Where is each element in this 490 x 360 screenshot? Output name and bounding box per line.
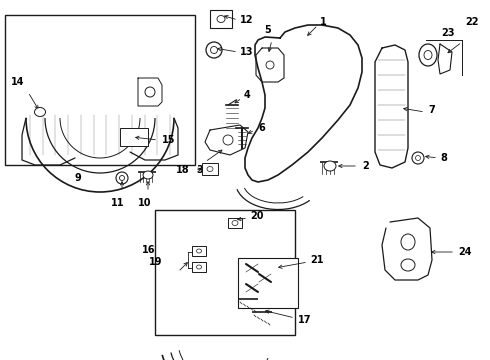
Bar [155,210,295,335]
Text: 16: 16 [142,245,155,255]
Bar [192,262,206,272]
Ellipse shape [266,61,274,69]
Ellipse shape [324,161,336,171]
Text: 10: 10 [138,198,152,208]
Text: 24: 24 [458,247,471,257]
Text: 6: 6 [258,123,265,133]
Text: 8: 8 [440,153,447,163]
Text: 3: 3 [196,165,203,175]
Text: 21: 21 [310,255,323,265]
Text: 5: 5 [265,25,271,35]
Bar [192,246,206,256]
Text: 9: 9 [74,173,81,183]
Text: 15: 15 [162,135,175,145]
Text: 1: 1 [320,17,327,27]
Ellipse shape [196,249,201,253]
Text: 2: 2 [362,161,369,171]
Ellipse shape [206,42,222,58]
Text: 14: 14 [11,77,25,87]
Text: 18: 18 [176,165,190,175]
Ellipse shape [196,265,201,269]
Text: 13: 13 [240,47,253,57]
Text: 23: 23 [441,28,455,38]
Text: 20: 20 [250,211,264,221]
Text: 4: 4 [244,90,251,100]
Ellipse shape [116,172,128,184]
Ellipse shape [424,50,432,59]
Ellipse shape [34,108,46,117]
Bar [120,128,148,146]
Ellipse shape [207,166,213,171]
Text: 7: 7 [428,105,435,115]
Ellipse shape [401,259,415,271]
Ellipse shape [419,44,437,66]
Bar [238,258,298,308]
Bar [5,15,195,165]
Text: 22: 22 [465,17,479,27]
Ellipse shape [401,234,415,250]
Ellipse shape [232,220,238,225]
Ellipse shape [143,171,153,179]
Ellipse shape [217,15,225,22]
Ellipse shape [412,152,424,164]
Bar [210,10,232,28]
Ellipse shape [416,156,420,161]
Ellipse shape [211,46,218,54]
Text: 17: 17 [298,315,312,325]
Bar [202,163,218,175]
Ellipse shape [120,175,124,180]
Text: 19: 19 [148,257,162,267]
Text: 11: 11 [111,198,125,208]
Bar [228,218,242,228]
Ellipse shape [145,87,155,97]
Ellipse shape [223,135,233,145]
Text: 12: 12 [240,15,253,25]
